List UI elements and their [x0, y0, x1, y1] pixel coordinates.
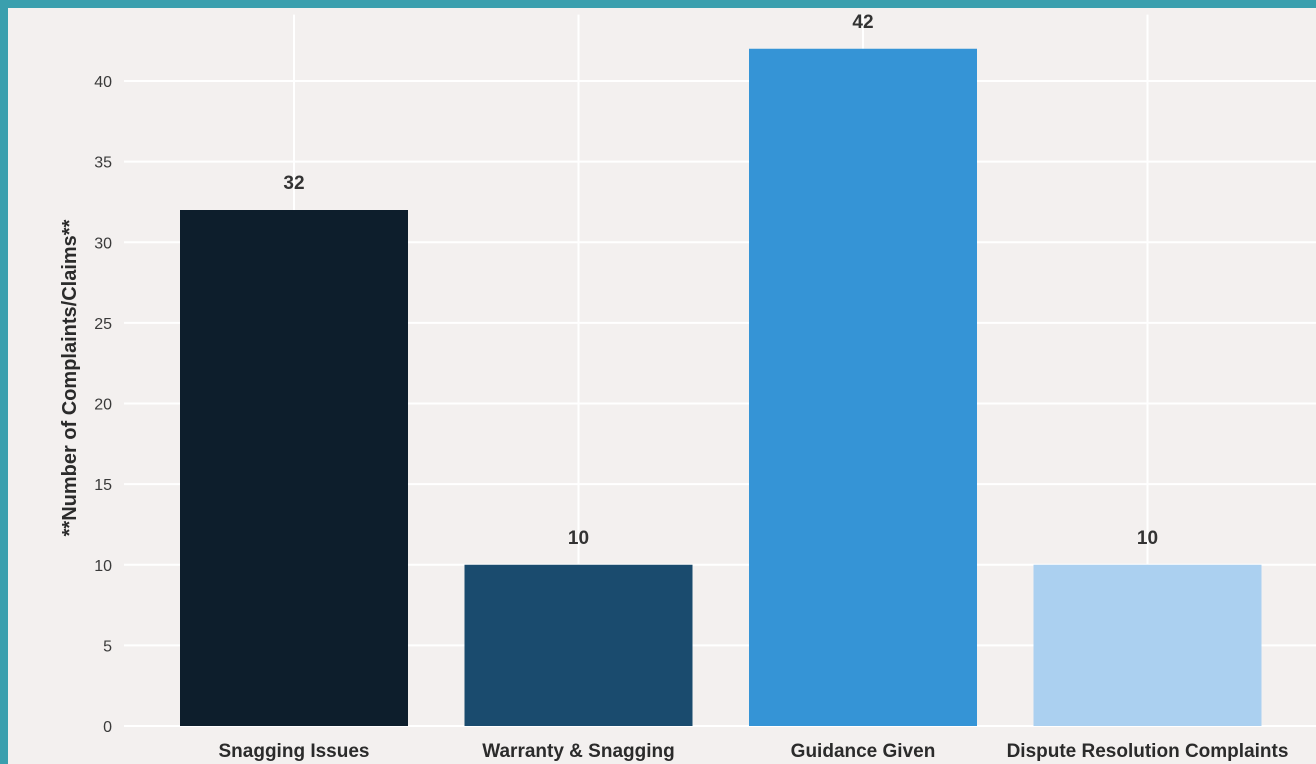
bar: [1033, 564, 1262, 726]
bar-chart: 32 10 42 10 0 5 10 15 20 25 30 35 40 Snagging Issue…: [59, 12, 1316, 762]
data-label: 42: [852, 12, 873, 33]
data-label: 10: [568, 528, 589, 549]
y-axis-ticks: 0 5 10 15 20 25 30 35 40: [94, 74, 112, 736]
x-axis-categories: Snagging Issues Warranty & Snagging Guidan…: [219, 741, 1289, 762]
data-labels: 32 10 42 10: [283, 12, 1158, 549]
y-tick-label: 30: [94, 235, 112, 252]
x-category-label: Dispute Resolution Complaints: [1007, 741, 1289, 762]
x-category-label: Snagging Issues: [219, 741, 370, 762]
x-category-label: Guidance Given: [791, 741, 936, 762]
x-category-label: Warranty & Snagging: [482, 741, 674, 762]
data-label: 10: [1137, 528, 1158, 549]
bar: [464, 564, 693, 726]
y-tick-label: 15: [94, 477, 112, 494]
y-tick-label: 5: [103, 638, 112, 655]
bars: [180, 48, 1262, 726]
bar: [180, 210, 408, 726]
y-tick-label: 40: [94, 74, 112, 91]
y-tick-label: 35: [94, 155, 112, 172]
y-tick-label: 0: [103, 719, 112, 736]
y-axis-label: **Number of Complaints/Claims**: [59, 219, 81, 536]
data-label: 32: [283, 173, 304, 194]
y-tick-label: 25: [94, 316, 112, 333]
bar: [749, 48, 977, 726]
y-tick-label: 10: [94, 558, 112, 575]
y-tick-label: 20: [94, 397, 112, 414]
chart-frame: 32 10 42 10 0 5 10 15 20 25 30 35 40 Snagging Issue…: [8, 8, 1316, 764]
